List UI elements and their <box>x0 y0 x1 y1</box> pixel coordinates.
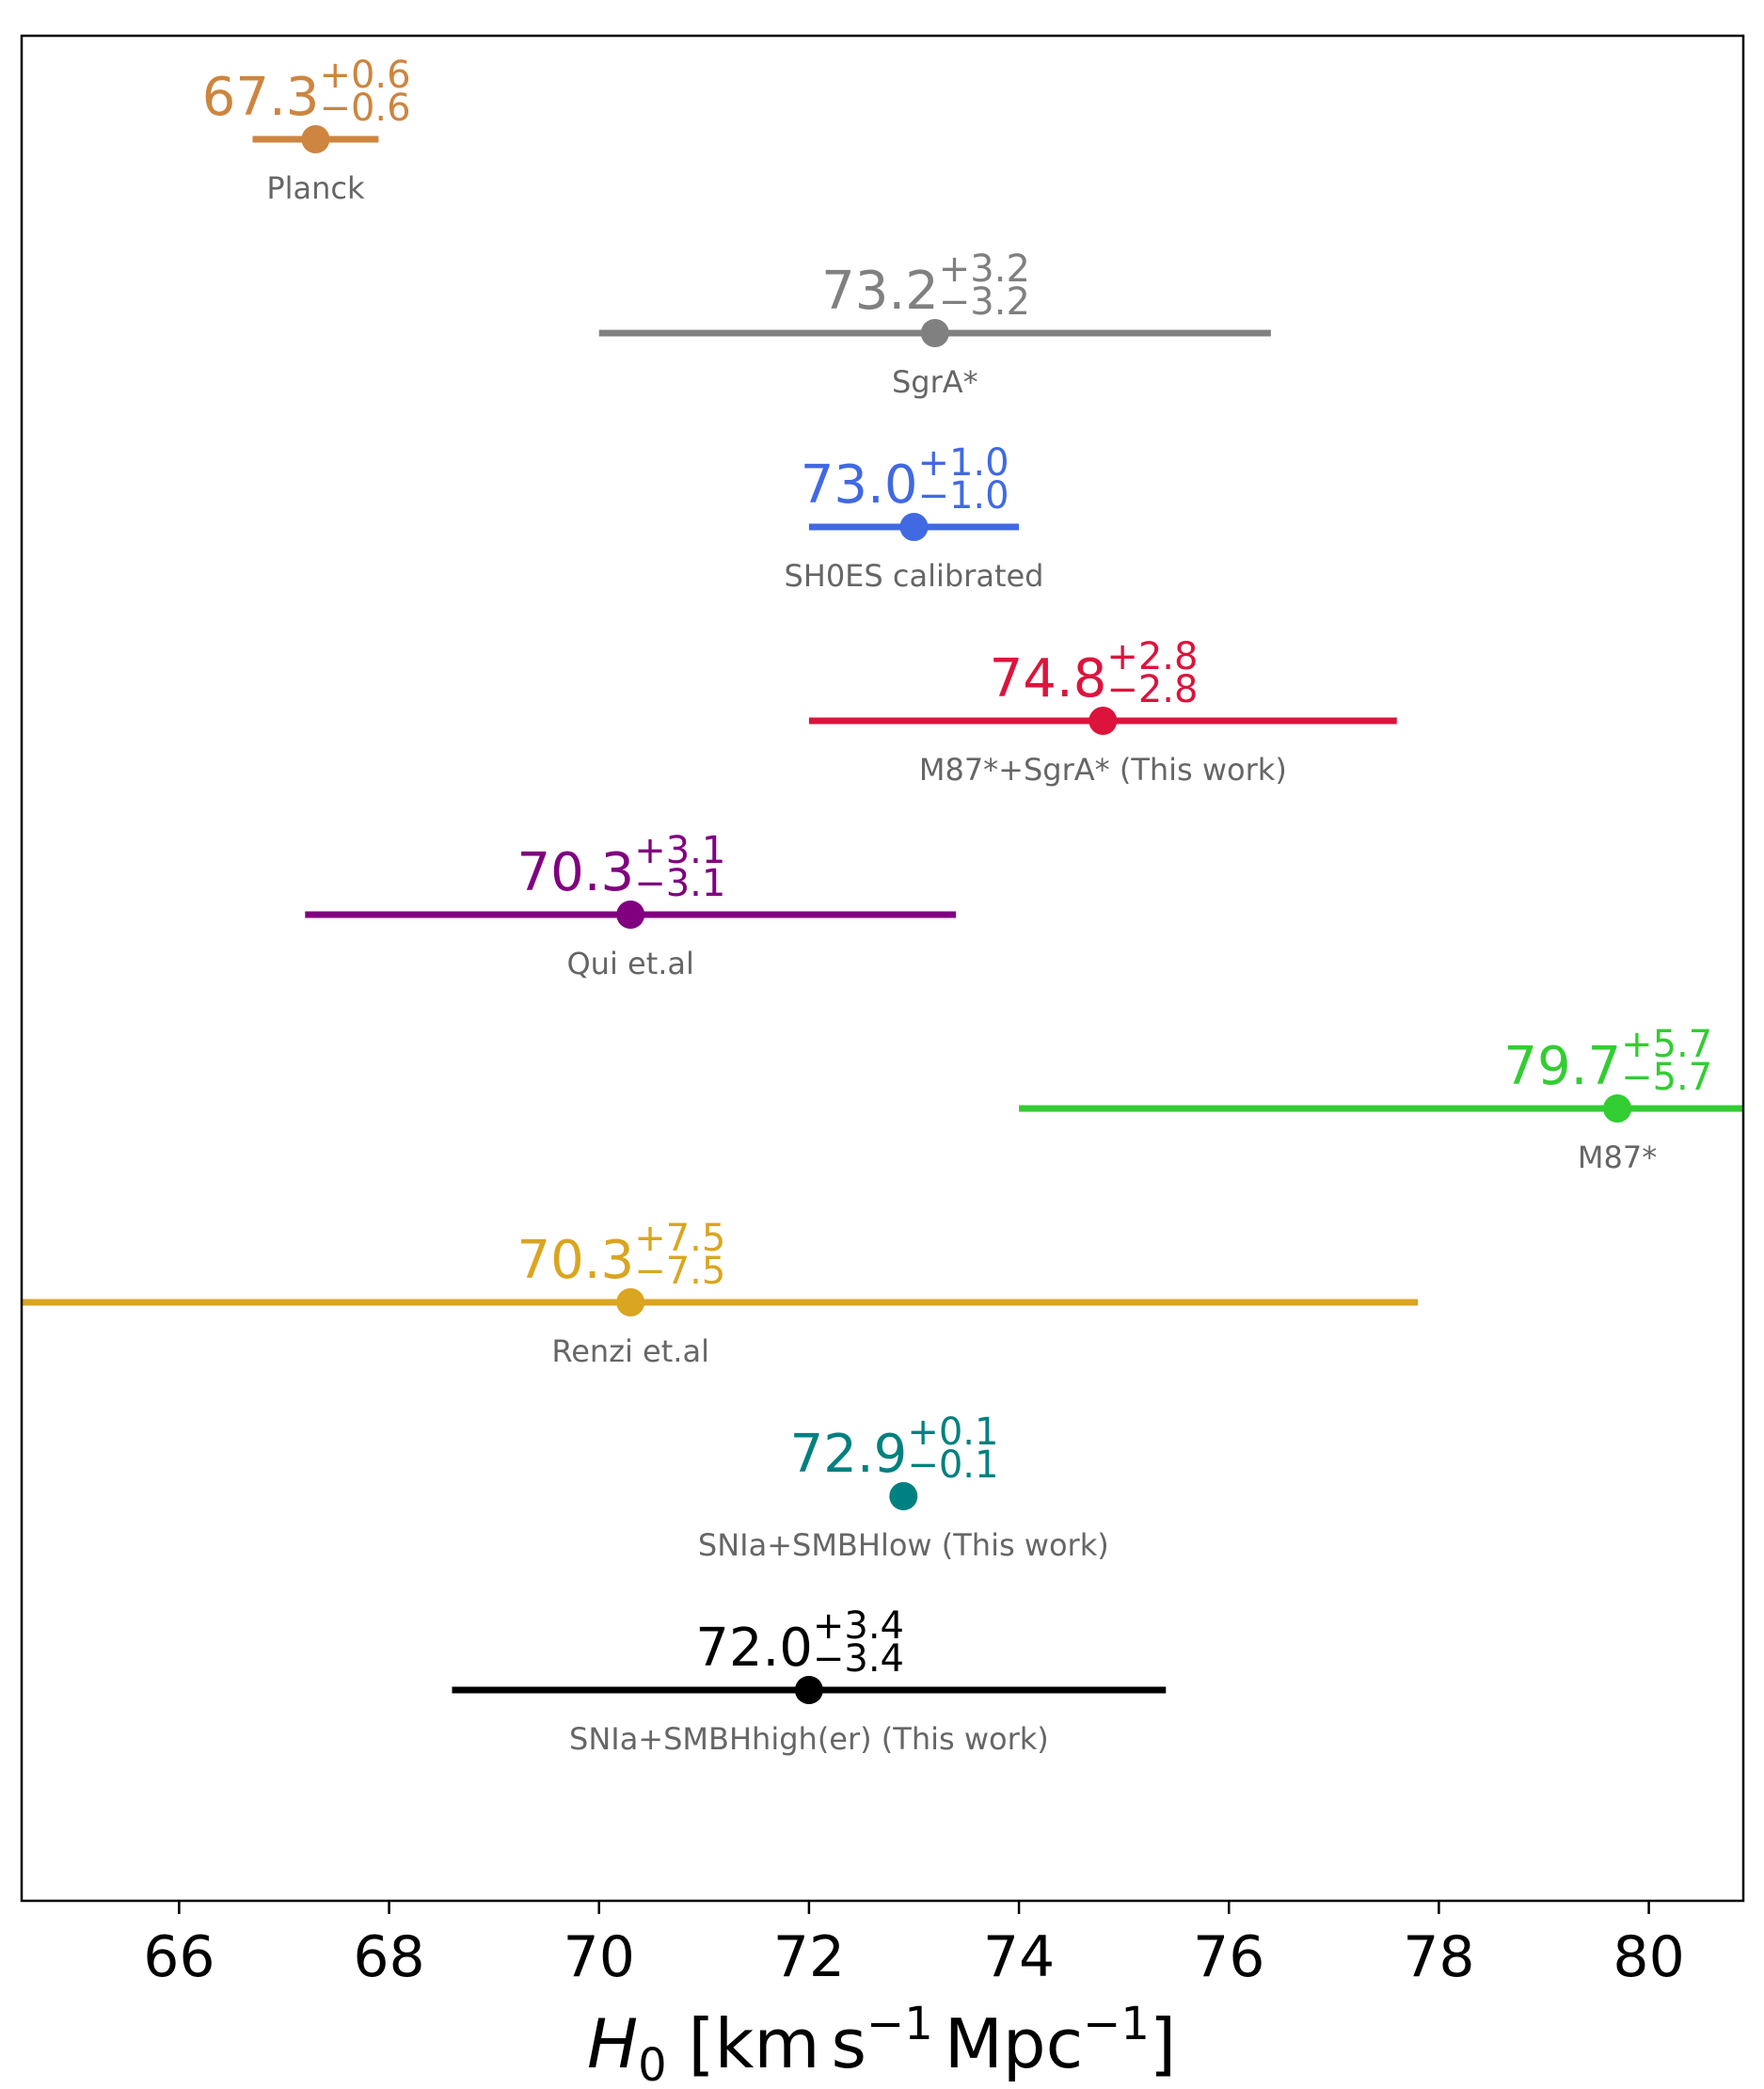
x-axis-ticks: 66 68 70 72 74 76 78 80 <box>143 1901 1685 1990</box>
plot-frame <box>20 34 1745 1903</box>
err-minus-label-2: −1.0 <box>917 474 1009 518</box>
series-label-5: M87* <box>1578 1140 1657 1175</box>
data-point-8 <box>794 1676 823 1704</box>
err-plus-label-5: +5.7 <box>1621 1023 1712 1066</box>
value-label-7: 72.9 <box>790 1424 908 1485</box>
err-minus-label-8: −3.4 <box>813 1637 904 1681</box>
err-plus-label-8: +3.4 <box>813 1604 904 1648</box>
data-points-layer <box>22 125 1743 1704</box>
err-minus-label-5: −5.7 <box>1621 1056 1712 1099</box>
series-label-2: SH0ES calibrated <box>784 558 1043 594</box>
value-label-2: 73.0 <box>801 454 918 516</box>
series-label-1: SgrA* <box>892 364 978 400</box>
value-label-0: 67.3 <box>202 67 320 128</box>
series-label-0: Planck <box>266 170 365 206</box>
value-label-6: 70.3 <box>517 1230 635 1291</box>
x-tick-label-2: 70 <box>564 1924 635 1990</box>
err-plus-label-0: +0.6 <box>319 54 410 97</box>
series-label-6: Renzi et.al <box>551 1333 709 1369</box>
x-tick-label-5: 76 <box>1193 1924 1264 1990</box>
data-point-5 <box>1603 1094 1632 1123</box>
err-plus-label-1: +3.2 <box>939 247 1030 291</box>
series-label-3: M87*+SgrA* (This work) <box>919 752 1287 788</box>
err-plus-label-6: +7.5 <box>634 1217 725 1260</box>
value-label-3: 74.8 <box>990 648 1107 710</box>
err-plus-label-3: +2.8 <box>1106 635 1198 678</box>
err-plus-label-7: +0.1 <box>907 1411 998 1454</box>
value-label-8: 72.0 <box>695 1618 813 1679</box>
err-minus-label-3: −2.8 <box>1106 668 1198 711</box>
err-plus-label-2: +1.0 <box>917 441 1009 485</box>
err-minus-label-1: −3.2 <box>939 280 1030 324</box>
err-minus-label-4: −3.1 <box>634 862 725 905</box>
data-point-4 <box>616 901 645 929</box>
data-point-0 <box>301 125 330 153</box>
data-point-2 <box>899 513 929 541</box>
series-label-7: SNIa+SMBHlow (This work) <box>698 1527 1109 1563</box>
x-tick-label-4: 74 <box>983 1924 1055 1990</box>
value-label-4: 70.3 <box>517 842 635 903</box>
x-tick-label-3: 72 <box>773 1924 845 1990</box>
data-point-6 <box>616 1288 645 1316</box>
data-point-3 <box>1089 707 1118 735</box>
value-label-5: 79.7 <box>1503 1036 1621 1097</box>
value-label-1: 73.2 <box>821 261 939 322</box>
x-tick-label-1: 68 <box>353 1924 424 1990</box>
err-plus-label-4: +3.1 <box>634 829 725 872</box>
series-label-4: Qui et.al <box>566 946 693 981</box>
err-minus-label-7: −0.1 <box>907 1443 998 1487</box>
err-minus-label-6: −7.5 <box>634 1250 725 1293</box>
x-axis-label: H0 [km s−1 Mpc−1] <box>587 1998 1176 2089</box>
err-minus-label-0: −0.6 <box>319 87 410 130</box>
series-label-8: SNIa+SMBHhigh(er) (This work) <box>569 1721 1049 1757</box>
data-point-7 <box>889 1482 918 1510</box>
data-point-1 <box>920 319 949 347</box>
x-tick-label-0: 66 <box>143 1924 215 1990</box>
x-tick-label-6: 78 <box>1403 1924 1474 1990</box>
x-tick-label-7: 80 <box>1613 1924 1684 1990</box>
